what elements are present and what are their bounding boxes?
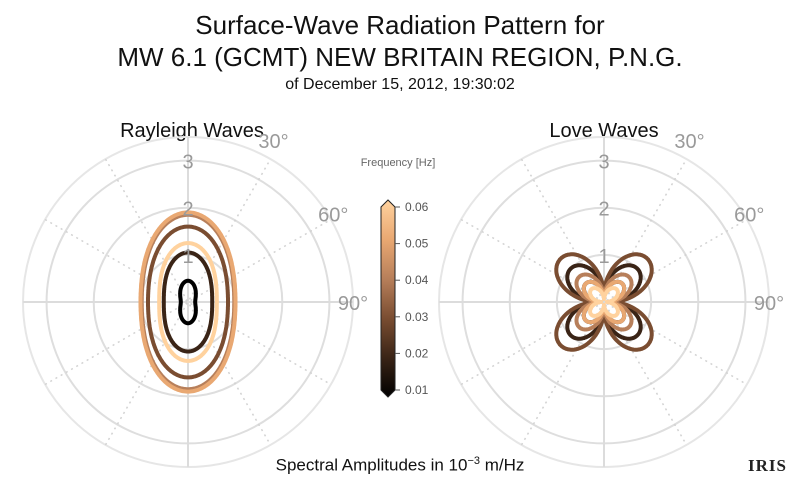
rayleigh-curve-0.01: [178, 278, 198, 326]
rayleigh-curve-0.05: [138, 210, 238, 394]
colorbar-tick-label: 0.03: [405, 310, 429, 324]
love-curve-0.06: [588, 286, 620, 318]
polar-spoke-60: [44, 218, 332, 386]
polar-plot-love: Love Waves 1 2 3 30° 60° 90°: [438, 120, 784, 468]
radial-tick-label: 3: [182, 152, 193, 174]
radial-tick-label: 1: [182, 246, 193, 268]
chart-title-event: MW 6.1 (GCMT) NEW BRITAIN REGION, P.N.G.: [117, 42, 683, 72]
colorbar: Frequency [Hz] 0.01 0.02 0.03 0.04 0.05 0.06: [361, 157, 436, 398]
polar-spoke-30: [520, 158, 688, 446]
colorbar-label: Frequency [Hz]: [361, 157, 436, 169]
angle-tick-label: 90°: [754, 293, 784, 315]
panel-title-rayleigh: Rayleigh Waves: [120, 120, 264, 142]
polar-spoke-150: [520, 158, 688, 446]
polar-spoke-120: [44, 218, 332, 386]
radial-tick-label: 2: [182, 199, 193, 221]
iris-logo: IRIS: [748, 456, 787, 475]
colorbar-tick-label: 0.05: [405, 237, 429, 251]
chart-title: Surface-Wave Radiation Pattern for: [195, 10, 605, 40]
radial-tick-label: 2: [598, 199, 609, 221]
polar-spoke-30: [104, 158, 272, 446]
footer-exponent: −3: [467, 455, 480, 467]
footer-suffix: m/Hz: [480, 455, 525, 475]
colorbar-tick-label: 0.06: [405, 200, 429, 214]
rayleigh-curve-0.06: [157, 241, 219, 363]
colorbar-tick-label: 0.02: [405, 346, 429, 360]
colorbar-tick-label: 0.04: [405, 273, 429, 287]
chart-subtitle-date: of December 15, 2012, 19:30:02: [285, 76, 515, 93]
radial-tick-label: 3: [598, 152, 609, 174]
colorbar-tick-label: 0.01: [405, 383, 429, 397]
angle-tick-label: 30°: [674, 131, 704, 153]
polar-plot-rayleigh: Rayleigh Waves 1 2 3 30° 60° 90°: [22, 120, 368, 468]
polar-spoke-120: [460, 218, 748, 386]
panel-title-love: Love Waves: [549, 120, 658, 142]
angle-tick-label: 90°: [338, 293, 368, 315]
footer-prefix: Spectral Amplitudes in 10: [275, 455, 468, 475]
footer-units: Spectral Amplitudes in 10−3 m/Hz: [0, 455, 800, 476]
radial-tick-label: 1: [598, 246, 609, 268]
rayleigh-curve-0.02: [161, 250, 215, 354]
polar-spoke-150: [104, 158, 272, 446]
polar-spoke-60: [460, 218, 748, 386]
angle-tick-label: 60°: [734, 205, 764, 227]
angle-tick-label: 30°: [258, 131, 288, 153]
angle-tick-label: 60°: [318, 205, 348, 227]
colorbar-scale: [380, 199, 396, 398]
rayleigh-curve-0.03: [146, 224, 230, 380]
